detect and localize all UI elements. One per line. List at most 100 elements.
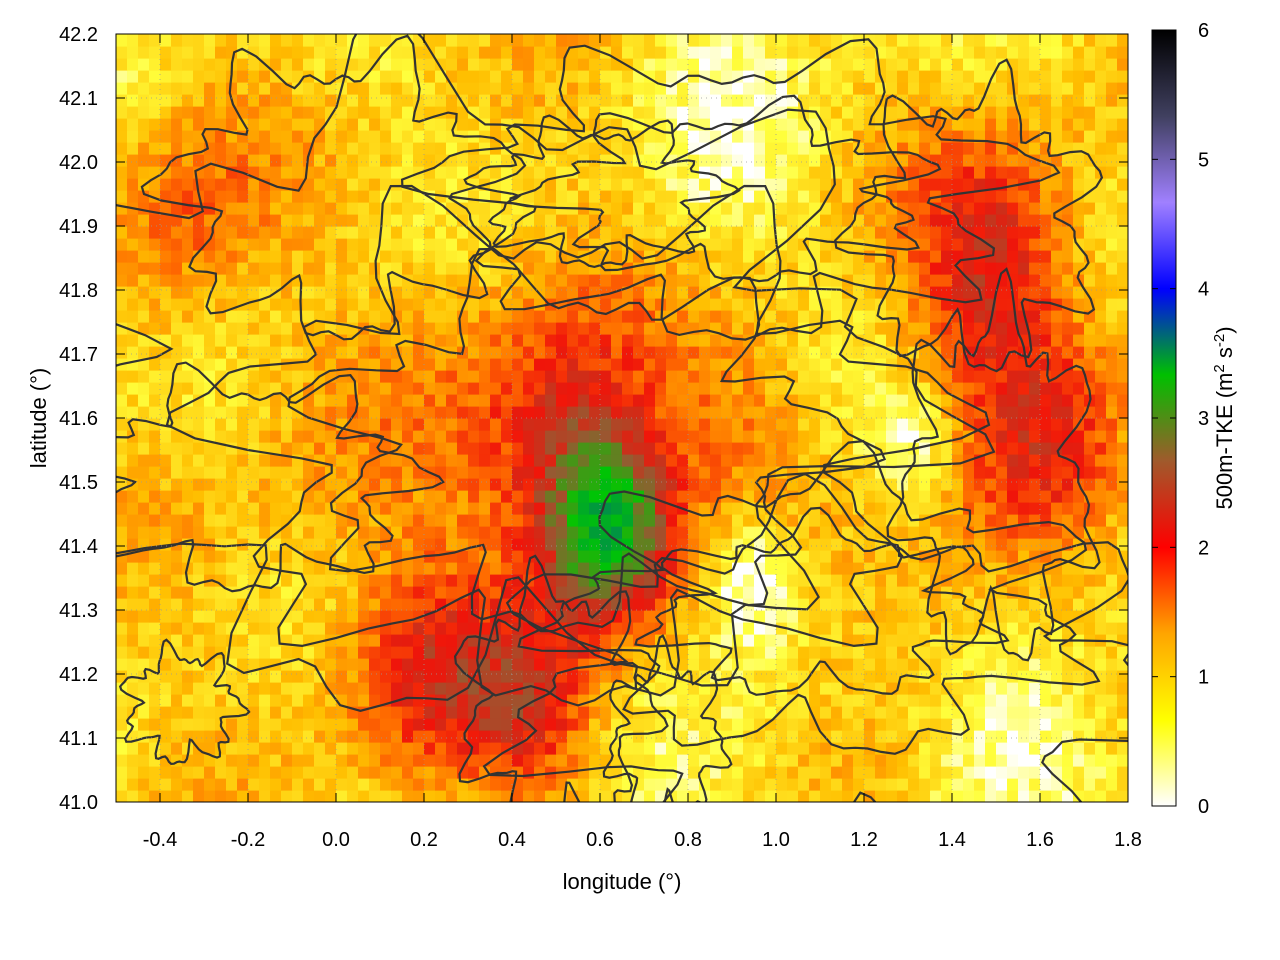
heat-cell: [732, 514, 744, 527]
heat-cell: [831, 706, 843, 719]
heat-cell: [380, 526, 392, 539]
heat-cell: [578, 418, 590, 431]
heat-cell: [358, 442, 370, 455]
heat-cell: [787, 442, 799, 455]
heat-cell: [908, 706, 920, 719]
heat-cell: [611, 490, 623, 503]
heat-cell: [369, 538, 381, 551]
heat-cell: [831, 214, 843, 227]
heat-cell: [501, 658, 513, 671]
heat-cell: [721, 562, 733, 575]
heat-cell: [897, 418, 909, 431]
heat-cell: [204, 334, 216, 347]
heat-cell: [545, 550, 557, 563]
heat-cell: [1040, 226, 1052, 239]
heat-cell: [1062, 466, 1074, 479]
heat-cell: [336, 742, 348, 755]
heat-cell: [512, 742, 524, 755]
heat-cell: [567, 394, 579, 407]
heat-cell: [787, 466, 799, 479]
heat-cell: [413, 274, 425, 287]
heat-cell: [622, 358, 634, 371]
heat-cell: [886, 166, 898, 179]
heat-cell: [292, 238, 304, 251]
heat-cell: [831, 454, 843, 467]
heat-cell: [325, 682, 337, 695]
heat-cell: [138, 226, 150, 239]
heat-cell: [336, 766, 348, 779]
heat-cell: [556, 502, 568, 515]
heat-cell: [501, 238, 513, 251]
heat-cell: [1106, 214, 1118, 227]
heat-cell: [1073, 382, 1085, 395]
heat-cell: [1040, 262, 1052, 275]
heat-cell: [358, 658, 370, 671]
heat-cell: [567, 478, 579, 491]
heat-cell: [952, 166, 964, 179]
heat-cell: [809, 478, 821, 491]
heat-cell: [424, 682, 436, 695]
heat-cell: [501, 706, 513, 719]
heat-cell: [1018, 286, 1030, 299]
heat-cell: [809, 754, 821, 767]
heat-cell: [721, 226, 733, 239]
heat-cell: [963, 478, 975, 491]
heat-cell: [930, 790, 942, 802]
heat-cell: [809, 394, 821, 407]
heat-cell: [369, 286, 381, 299]
heat-cell: [1040, 526, 1052, 539]
heat-cell: [292, 790, 304, 802]
heat-cell: [919, 214, 931, 227]
heat-cell: [721, 166, 733, 179]
heat-cell: [831, 634, 843, 647]
heat-cell: [853, 730, 865, 743]
heat-cell: [688, 190, 700, 203]
heat-cell: [160, 226, 172, 239]
heat-cell: [479, 226, 491, 239]
heat-cell: [479, 610, 491, 623]
heat-cell: [963, 586, 975, 599]
heat-cell: [160, 550, 172, 563]
heat-cell: [171, 670, 183, 683]
heat-cell: [248, 322, 260, 335]
heat-cell: [589, 250, 601, 263]
heat-cell: [501, 226, 513, 239]
heat-cell: [864, 382, 876, 395]
heat-cell: [853, 190, 865, 203]
heat-cell: [479, 274, 491, 287]
heat-cell: [710, 298, 722, 311]
heat-cell: [578, 406, 590, 419]
heat-cell: [743, 166, 755, 179]
heat-cell: [732, 490, 744, 503]
heat-cell: [292, 730, 304, 743]
heat-cell: [160, 178, 172, 191]
heat-cell: [413, 514, 425, 527]
heat-cell: [1117, 706, 1128, 719]
heat-cell: [402, 490, 414, 503]
heat-cell: [215, 550, 227, 563]
heat-cell: [743, 322, 755, 335]
heat-cell: [226, 190, 238, 203]
heat-cell: [545, 694, 557, 707]
heat-cell: [996, 778, 1008, 791]
heat-cell: [292, 382, 304, 395]
heat-cell: [380, 298, 392, 311]
heat-cell: [237, 346, 249, 359]
heat-cell: [666, 574, 678, 587]
heat-cell: [633, 322, 645, 335]
heat-cell: [1084, 742, 1096, 755]
heat-cell: [974, 490, 986, 503]
heat-cell: [996, 214, 1008, 227]
heat-cell: [1051, 202, 1063, 215]
heat-cell: [677, 694, 689, 707]
heat-cell: [545, 514, 557, 527]
heat-cell: [391, 466, 403, 479]
heat-cell: [479, 442, 491, 455]
heat-cell: [655, 538, 667, 551]
heat-cell: [677, 778, 689, 791]
heat-cell: [380, 682, 392, 695]
heat-cell: [314, 634, 326, 647]
heat-cell: [820, 718, 832, 731]
heat-cell: [655, 442, 667, 455]
heat-cell: [545, 226, 557, 239]
